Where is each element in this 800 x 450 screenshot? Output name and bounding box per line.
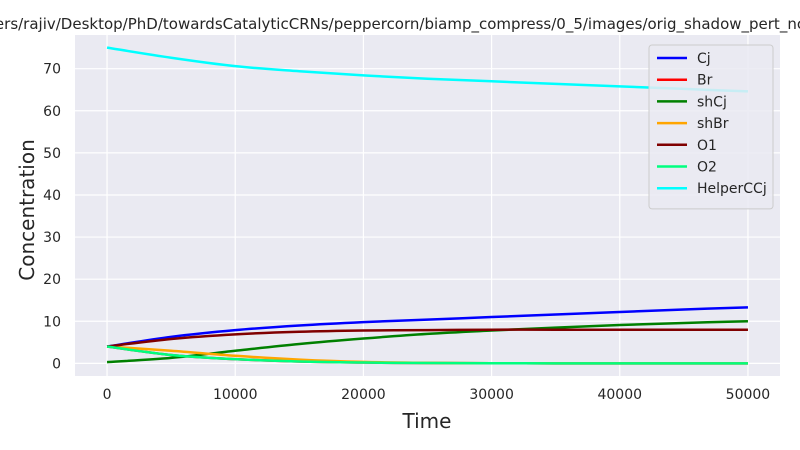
series-line-helperccj: [106, 46, 748, 93]
legend-label: HelperCCj: [697, 181, 767, 197]
x-tick-label: 50000: [726, 387, 771, 403]
legend-label: shCj: [697, 94, 727, 110]
series-layer: [106, 46, 748, 365]
series-line-o1: [106, 328, 748, 348]
legend-box: [648, 44, 774, 210]
y-tick-label: 30: [43, 230, 61, 246]
legend-label: Br: [697, 73, 713, 89]
x-axis-label: Time: [402, 409, 452, 433]
legend-label: O2: [697, 160, 717, 176]
series-line-o2: [106, 345, 748, 365]
x-axis-ticks: 0 10000 20000 30000 40000 50000: [103, 387, 771, 403]
x-tick-label: 10000: [213, 387, 258, 403]
y-axis-label: Concentration: [15, 139, 39, 280]
x-tick-label: 40000: [597, 387, 642, 403]
y-tick-label: 60: [43, 104, 61, 120]
y-tick-label: 20: [43, 272, 61, 288]
legend-label: shBr: [697, 116, 729, 132]
y-tick-label: 50: [43, 146, 61, 162]
y-tick-label: 70: [43, 62, 61, 78]
y-tick-label: 10: [43, 314, 61, 330]
legend-label: O1: [697, 138, 717, 154]
y-tick-label: 0: [52, 356, 61, 372]
series-line-cj: [106, 306, 748, 348]
x-tick-label: 0: [103, 387, 112, 403]
x-tick-label: 30000: [469, 387, 514, 403]
legend: Cj Br shCj shBr O1 O2 HelperCCj: [648, 44, 774, 210]
x-tick-label: 20000: [341, 387, 386, 403]
y-tick-label: 40: [43, 188, 61, 204]
series-line-shcj: [106, 320, 748, 364]
y-axis-ticks: 0 10 20 30 40 50 60 70: [43, 62, 61, 373]
legend-label: Cj: [697, 51, 711, 67]
chart-title: ers/rajiv/Desktop/PhD/towardsCatalyticCR…: [0, 15, 800, 34]
